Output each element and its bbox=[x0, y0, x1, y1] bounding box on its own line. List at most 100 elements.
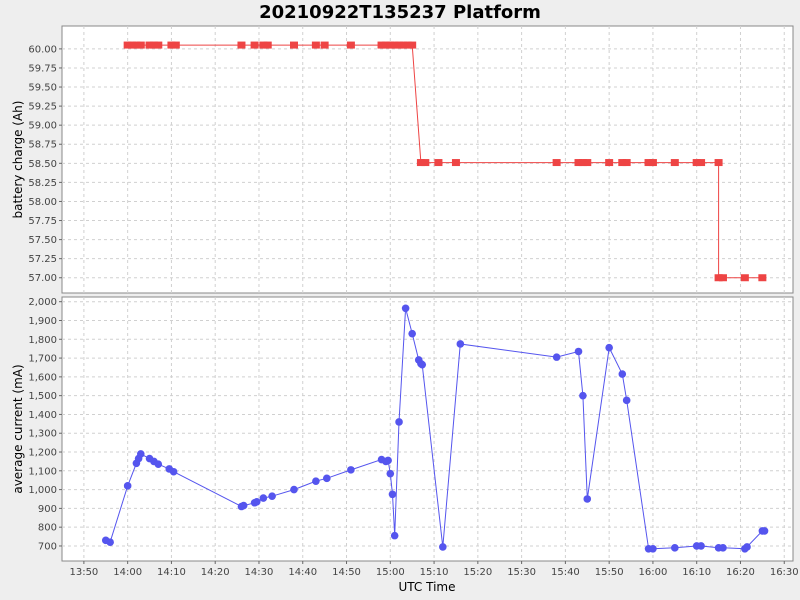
y-tick-label: 59.75 bbox=[28, 63, 57, 74]
data-point bbox=[697, 159, 706, 167]
y-tick-label: 58.50 bbox=[28, 159, 57, 170]
data-point bbox=[552, 159, 561, 167]
data-point bbox=[239, 501, 248, 510]
x-axis-label: UTC Time bbox=[399, 580, 456, 594]
x-tick-label: 16:30 bbox=[770, 567, 799, 578]
data-point bbox=[714, 274, 723, 282]
x-axis: 13:50 14:00 14:10 14:20 14:30 14:40 14:50 15:00… bbox=[69, 561, 799, 578]
data-point bbox=[408, 329, 416, 338]
chart-title: 20210922T135237 Platform bbox=[259, 2, 541, 23]
data-point bbox=[618, 370, 627, 378]
data-point bbox=[743, 543, 751, 551]
data-point bbox=[618, 159, 627, 167]
y-tick-label: 1,800 bbox=[28, 335, 57, 346]
data-point bbox=[320, 41, 329, 49]
data-point bbox=[644, 159, 653, 167]
data-point bbox=[574, 159, 583, 167]
data-point bbox=[395, 418, 403, 426]
data-point bbox=[149, 41, 158, 49]
y-tick-label: 900 bbox=[38, 504, 57, 515]
data-point bbox=[579, 391, 587, 400]
data-point bbox=[421, 159, 430, 167]
data-point bbox=[622, 396, 631, 405]
data-point bbox=[583, 495, 592, 503]
y-tick-label: 1,400 bbox=[28, 410, 57, 421]
y-axis-label: average current (mA) bbox=[11, 364, 25, 493]
data-point bbox=[167, 41, 176, 49]
x-tick-label: 13:50 bbox=[69, 567, 98, 578]
x-tick-label: 15:50 bbox=[595, 567, 624, 578]
y-tick-label: 1,100 bbox=[28, 466, 57, 477]
data-point bbox=[692, 159, 701, 167]
data-point bbox=[250, 41, 259, 49]
data-point bbox=[622, 159, 631, 167]
x-tick-label: 15:20 bbox=[463, 567, 492, 578]
data-point bbox=[381, 41, 390, 49]
data-point bbox=[154, 41, 163, 49]
data-point bbox=[263, 41, 272, 49]
data-point bbox=[384, 456, 392, 465]
average-current-panel: 700 800 900 1,000 1,100 1,200 1,300 1,400 1,500 1… bbox=[11, 296, 794, 562]
y-tick-label: 1,900 bbox=[28, 316, 57, 327]
data-point bbox=[578, 159, 587, 167]
data-point bbox=[312, 477, 320, 485]
data-point bbox=[346, 41, 355, 49]
data-point bbox=[670, 159, 679, 167]
data-point bbox=[347, 466, 355, 474]
y-tick-label: 57.75 bbox=[28, 216, 57, 227]
data-point bbox=[237, 41, 246, 49]
x-tick-label: 15:10 bbox=[420, 567, 449, 578]
data-point bbox=[403, 41, 412, 49]
data-point bbox=[714, 159, 723, 167]
x-tick-label: 14:10 bbox=[157, 567, 186, 578]
data-point bbox=[583, 159, 592, 167]
data-point bbox=[719, 544, 727, 552]
x-tick-label: 16:10 bbox=[682, 567, 711, 578]
y-tick-label: 59.25 bbox=[28, 102, 57, 113]
y-tick-label: 1,600 bbox=[28, 372, 57, 383]
data-point bbox=[123, 482, 132, 490]
x-tick-label: 14:40 bbox=[288, 567, 317, 578]
y-tick-label: 1,700 bbox=[28, 354, 57, 365]
data-point bbox=[408, 41, 417, 49]
data-point bbox=[390, 41, 399, 49]
data-point bbox=[605, 159, 614, 167]
data-point bbox=[671, 544, 679, 552]
data-point bbox=[718, 274, 727, 282]
data-point bbox=[290, 485, 298, 494]
data-point bbox=[605, 343, 613, 352]
data-point bbox=[132, 41, 141, 49]
data-point bbox=[145, 41, 154, 49]
data-point bbox=[323, 474, 331, 483]
y-tick-label: 58.25 bbox=[28, 178, 57, 189]
data-point bbox=[697, 542, 705, 550]
data-point bbox=[154, 460, 163, 469]
data-point bbox=[434, 159, 443, 167]
y-tick-label: 57.50 bbox=[28, 235, 57, 246]
data-point bbox=[252, 498, 261, 506]
data-point bbox=[758, 274, 767, 282]
data-point bbox=[289, 41, 298, 49]
x-tick-label: 14:00 bbox=[113, 567, 142, 578]
data-point bbox=[388, 490, 397, 499]
y-tick-label: 60.00 bbox=[28, 44, 57, 55]
data-point bbox=[399, 41, 408, 49]
x-tick-label: 15:30 bbox=[507, 567, 536, 578]
y-tick-label: 58.00 bbox=[28, 197, 57, 208]
data-point bbox=[106, 538, 114, 547]
data-point bbox=[259, 41, 268, 49]
y-tick-label: 58.75 bbox=[28, 140, 57, 151]
data-point bbox=[169, 467, 178, 476]
x-tick-label: 14:50 bbox=[332, 567, 361, 578]
data-point bbox=[649, 544, 657, 553]
y-tick-label: 1,500 bbox=[28, 391, 57, 402]
y-tick-label: 700 bbox=[38, 541, 57, 552]
data-point bbox=[456, 340, 465, 348]
data-point bbox=[740, 274, 749, 282]
x-tick-label: 16:20 bbox=[726, 567, 755, 578]
data-point bbox=[268, 492, 276, 500]
data-point bbox=[386, 41, 395, 49]
data-point bbox=[136, 41, 145, 49]
battery-charge-panel: 57.00 57.25 57.50 57.75 58.00 58.25 58.50 58.75… bbox=[11, 25, 794, 294]
